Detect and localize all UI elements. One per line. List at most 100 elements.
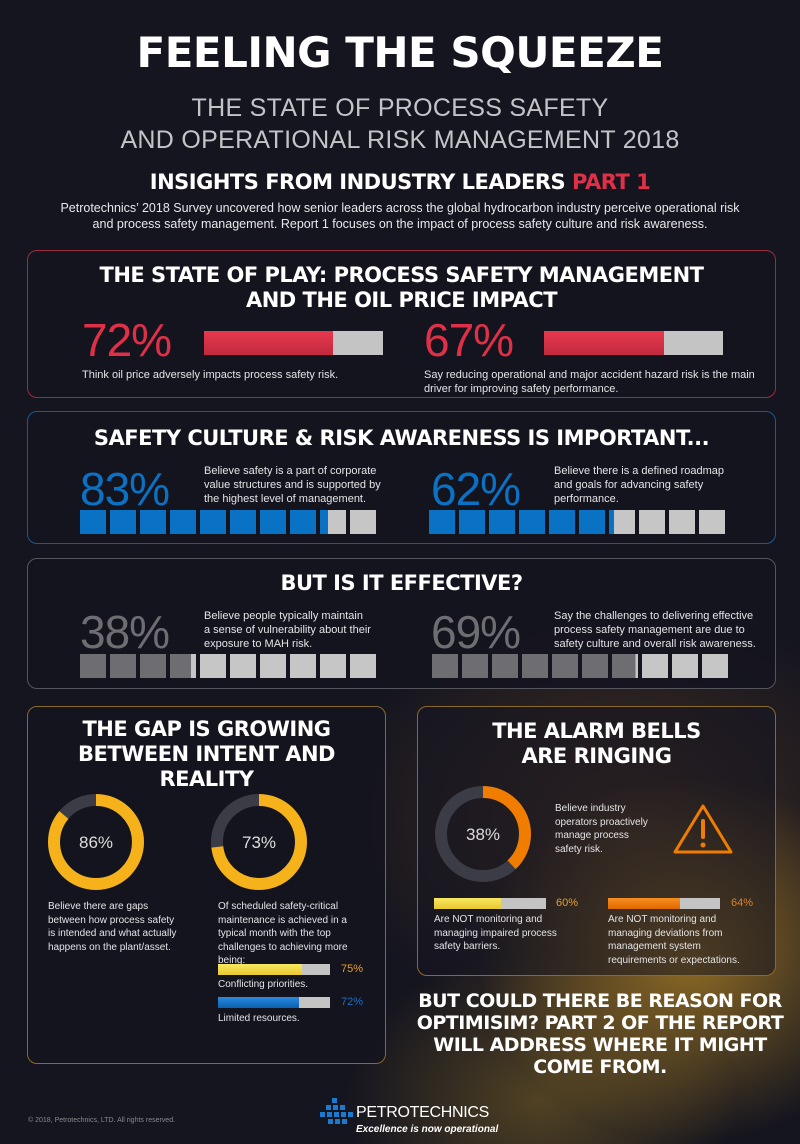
stat-69-text: Say the challenges to delivering effecti… — [554, 610, 756, 650]
copyright: © 2018, Petrotechnics, LTD. All rights r… — [28, 1117, 176, 1124]
culture-title: SAFETY CULTURE & RISK AWARENESS IS IMPOR… — [93, 426, 710, 450]
limited-resources-value: 72% — [341, 996, 364, 1008]
stat-67-bar — [544, 331, 723, 355]
gap-title: THE GAP IS GROWING BETWEEN INTENT AND REA… — [78, 717, 335, 791]
part-label: PART 1 — [572, 170, 651, 194]
progress-square — [519, 510, 545, 534]
stat-69-squares — [432, 654, 728, 678]
deviations-text: Are NOT monitoring and managing deviation… — [608, 914, 740, 966]
stat-62-value: 62% — [431, 463, 521, 515]
progress-square — [579, 510, 605, 534]
progress-square — [110, 654, 136, 678]
progress-square — [672, 654, 698, 678]
impaired-barriers-value: 60% — [556, 897, 579, 909]
progress-square — [170, 510, 196, 534]
progress-square — [612, 654, 638, 678]
donut-86-label: 86% — [79, 833, 113, 852]
closing-message: BUT COULD THERE BE REASON FOR OPTIMISIM? … — [416, 990, 784, 1078]
donut-86: 86% — [48, 794, 144, 890]
stat-83-squares — [80, 510, 376, 534]
progress-square — [609, 510, 635, 534]
alarm-title: THE ALARM BELLS ARE RINGING — [492, 719, 701, 768]
progress-square — [80, 510, 106, 534]
subtitle-line1: THE STATE OF PROCESS SAFETY — [191, 94, 609, 122]
stat-69-value: 69% — [431, 606, 521, 658]
stat-38-value: 38% — [80, 606, 170, 658]
progress-square — [462, 654, 488, 678]
conflicting-priorities-label: Conflicting priorities. — [218, 979, 309, 990]
progress-square — [552, 654, 578, 678]
progress-square — [260, 510, 286, 534]
progress-square — [290, 654, 316, 678]
donut-86-arc — [48, 794, 144, 890]
progress-square — [230, 654, 256, 678]
petrotechnics-logo-icon — [320, 1098, 353, 1124]
donut-86-text: Believe there are gaps between how proces… — [48, 901, 177, 953]
state-of-play-title: THE STATE OF PLAY: PROCESS SAFETY MANAGE… — [99, 263, 705, 312]
progress-square — [260, 654, 286, 678]
page-title: FEELING THE SQUEEZE — [136, 28, 664, 77]
donut-38-text: Believe industry operators proactively man… — [555, 803, 648, 855]
effective-title: BUT IS IT EFFECTIVE? — [280, 571, 523, 595]
stat-38-squares — [80, 654, 376, 678]
insights-heading: INSIGHTS FROM INDUSTRY LEADERS PART 1 — [0, 170, 800, 194]
progress-square — [110, 510, 136, 534]
subtitle-line2: AND OPERATIONAL RISK MANAGEMENT 2018 — [120, 126, 680, 154]
stat-67-value: 67% — [424, 314, 514, 366]
stat-38-text: Believe people typically maintain a sense… — [204, 610, 371, 650]
limited-resources-bar — [218, 997, 330, 1008]
donut-73-text: Of scheduled safety-critical maintenance … — [218, 901, 348, 966]
progress-square — [702, 654, 728, 678]
conflicting-priorities-bar — [218, 964, 330, 975]
insights-text: INSIGHTS FROM INDUSTRY LEADERS — [149, 170, 566, 194]
impaired-barriers-bar — [434, 898, 546, 909]
progress-square — [429, 510, 455, 534]
progress-square — [80, 654, 106, 678]
progress-square — [582, 654, 608, 678]
progress-square — [432, 654, 458, 678]
culture-panel: SAFETY CULTURE & RISK AWARENESS IS IMPOR… — [27, 411, 776, 544]
deviations-value: 64% — [731, 897, 754, 909]
stat-62-text: Believe there is a defined roadmap and go… — [554, 465, 724, 505]
donut-38-label: 38% — [466, 825, 500, 844]
stat-67-text: Say reducing operational and major accid… — [424, 369, 755, 395]
progress-square — [230, 510, 256, 534]
donut-73-label: 73% — [242, 833, 276, 852]
progress-square — [549, 510, 575, 534]
progress-square — [140, 654, 166, 678]
progress-square — [290, 510, 316, 534]
stat-83-text: Believe safety is a part of corporate val… — [204, 465, 381, 505]
warning-icon — [673, 804, 733, 854]
limited-resources-label: Limited resources. — [218, 1013, 300, 1024]
progress-square — [320, 510, 346, 534]
effective-panel: BUT IS IT EFFECTIVE? 38% Believe people … — [27, 558, 776, 689]
stat-72-bar — [204, 331, 383, 355]
stat-72-text: Think oil price adversely impacts proces… — [82, 369, 339, 381]
stat-83-value: 83% — [80, 463, 170, 515]
progress-square — [140, 510, 166, 534]
progress-square — [170, 654, 196, 678]
conflicting-priorities-value: 75% — [341, 963, 364, 975]
progress-square — [669, 510, 695, 534]
intro-line1: Petrotechnics’ 2018 Survey uncovered how… — [60, 201, 740, 215]
progress-square — [350, 654, 376, 678]
state-of-play-panel: THE STATE OF PLAY: PROCESS SAFETY MANAGE… — [27, 250, 776, 398]
progress-square — [320, 654, 346, 678]
progress-square — [492, 654, 518, 678]
donut-38: 38% — [435, 786, 531, 882]
alarm-panel: THE ALARM BELLS ARE RINGING 38% Believe i… — [417, 706, 776, 976]
intro-line2: and process safety management. Report 1 … — [92, 217, 708, 231]
deviations-bar — [608, 898, 720, 909]
stat-72-value: 72% — [82, 314, 172, 366]
brand-name: PETROTECHNICS — [356, 1104, 489, 1121]
progress-square — [200, 654, 226, 678]
progress-square — [699, 510, 725, 534]
donut-73: 73% — [211, 794, 307, 890]
donut-38-arc — [435, 786, 531, 882]
progress-square — [642, 654, 668, 678]
progress-square — [350, 510, 376, 534]
gap-panel: THE GAP IS GROWING BETWEEN INTENT AND REA… — [27, 706, 386, 1064]
progress-square — [459, 510, 485, 534]
progress-square — [522, 654, 548, 678]
brand-tagline: Excellence is now operational — [356, 1124, 499, 1135]
